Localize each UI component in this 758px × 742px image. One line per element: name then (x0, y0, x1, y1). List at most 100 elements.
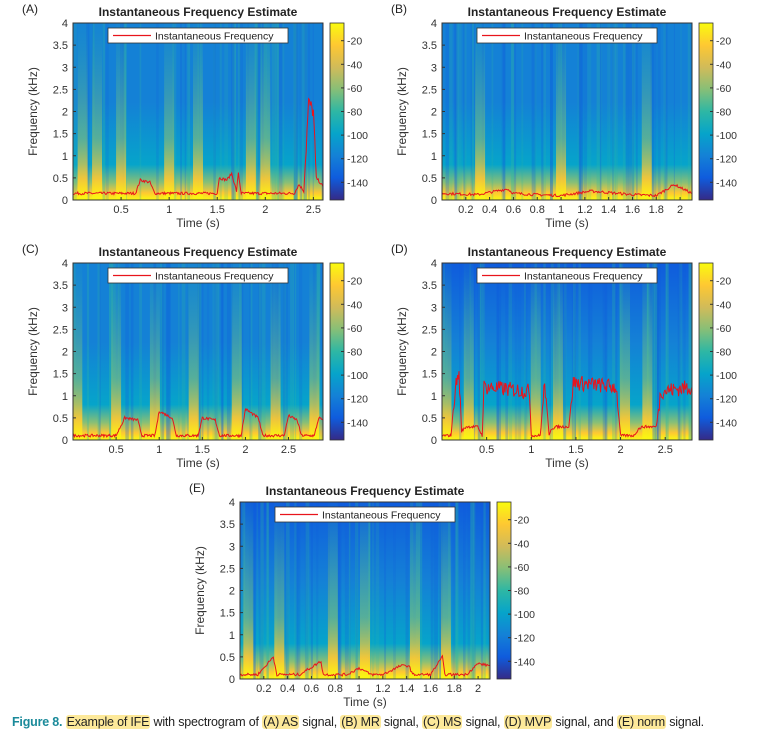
spectrogram-streak (459, 263, 462, 440)
y-tick-label: 0 (229, 674, 235, 686)
colorbar-tick-label: -80 (716, 107, 731, 119)
spectrogram-streak (578, 23, 581, 200)
spectrogram-streak (294, 23, 298, 200)
spectrogram-streak (650, 23, 654, 200)
colorbar-tick-label: -120 (347, 394, 368, 406)
bright-band (442, 263, 452, 440)
x-tick-label: 1.8 (649, 204, 664, 216)
spectrogram-chart: Instantaneous Frequency Estimate 0 0.5 1 1.5… (395, 245, 737, 470)
bright-band (149, 263, 160, 440)
x-tick-label: 1 (356, 683, 362, 695)
spectrogram-streak (348, 502, 351, 679)
y-tick-label: 0.5 (422, 413, 437, 425)
spectrogram-streak (102, 23, 106, 200)
y-tick-label: 3.5 (53, 40, 68, 52)
spectrogram-streak (260, 502, 264, 679)
spectrogram-streak (256, 23, 259, 200)
spectrogram-streak (471, 23, 474, 200)
spectrogram-streak (550, 263, 554, 440)
spectrogram-chart: Instantaneous Frequency Estimate 0 0.5 1 1.5… (26, 245, 368, 470)
spectrogram-streak (665, 263, 668, 440)
spectrogram-streak (514, 263, 518, 440)
chart-title: Instantaneous Frequency Estimate (99, 245, 298, 259)
spectrogram-streak (654, 263, 659, 440)
spectrogram-streak (320, 263, 323, 440)
spectrogram-streak (632, 23, 634, 200)
x-tick-label: 0.4 (280, 683, 295, 695)
spectrogram-streak (683, 263, 686, 440)
spectrogram-streak (607, 23, 609, 200)
spectrogram-streak (612, 23, 614, 200)
spectrogram-streak (587, 263, 590, 440)
spectrogram-streak (262, 263, 266, 440)
spectrogram-streak (578, 23, 583, 200)
y-tick-label: 3 (229, 541, 235, 553)
x-tick-label: 1 (156, 444, 162, 456)
spectrogram-streak (438, 502, 442, 679)
spectrogram-streak (337, 502, 342, 679)
bright-band (410, 502, 420, 679)
y-tick-label: 1.5 (422, 369, 437, 381)
y-tick-label: 3 (62, 62, 68, 74)
spectrogram-streak (579, 23, 584, 200)
spectrogram-streak (197, 263, 201, 440)
spectrogram-streak (130, 263, 134, 440)
y-tick-label: 4 (229, 497, 235, 509)
x-tick-label: 0.6 (304, 683, 319, 695)
spectrogram-streak (687, 23, 691, 200)
spectrogram-streak (232, 23, 236, 200)
y-tick-label: 3.5 (53, 280, 68, 292)
spectrogram-streak (563, 263, 567, 440)
y-tick-label: 2.5 (422, 324, 437, 336)
y-tick-label: 0 (431, 435, 437, 447)
spectrogram-streak (614, 23, 618, 200)
spectrogram-streak (472, 502, 474, 679)
spectrogram-streak (604, 263, 608, 440)
colorbar-tick-label: -140 (716, 177, 737, 189)
spectrogram-streak (503, 23, 505, 200)
y-tick-label: 1.5 (220, 608, 235, 620)
panel-a: (A) Instantaneous Frequency Estimate 0 0.5 1… (0, 0, 370, 240)
spectrogram-streak (393, 502, 396, 679)
chart-title: Instantaneous Frequency Estimate (99, 5, 298, 19)
spectrogram-streak (653, 263, 658, 440)
y-tick-label: 1.5 (53, 129, 68, 141)
spectrogram-streak (161, 263, 164, 440)
spectrogram-streak (453, 23, 457, 200)
spectrogram-streak (562, 263, 566, 440)
spectrogram-streak (286, 263, 288, 440)
colorbar-tick-label: -40 (347, 59, 362, 71)
y-tick-label: 0 (62, 195, 68, 207)
y-tick-label: 2 (62, 107, 68, 119)
colorbar-tick-label: -80 (514, 586, 529, 598)
y-axis-label: Frequency (kHz) (26, 307, 40, 396)
spectrogram-streak (587, 23, 592, 200)
spectrogram-streak (434, 502, 438, 679)
y-tick-label: 2 (62, 347, 68, 359)
spectrogram-streak (156, 23, 159, 200)
spectrogram-streak (663, 23, 667, 200)
spectrogram-streak (199, 263, 202, 440)
spectrogram-streak (430, 502, 434, 679)
legend-label: Instantaneous Frequency (524, 271, 643, 283)
spectrogram-streak (467, 502, 471, 679)
spectrogram-texture (240, 502, 490, 679)
spectrogram-streak (384, 502, 387, 679)
y-tick-label: 3.5 (422, 280, 437, 292)
y-tick-label: 1.5 (422, 129, 437, 141)
spectrogram-streak (277, 23, 279, 200)
x-tick-label: 2 (242, 444, 248, 456)
colorbar-tick-label: -60 (347, 83, 362, 95)
spectrogram-streak (344, 502, 349, 679)
spectrogram-streak (483, 502, 486, 679)
spectrogram-streak (571, 263, 574, 440)
y-tick-label: 2 (431, 347, 437, 359)
spectrogram-streak (511, 23, 515, 200)
spectrogram-streak (294, 263, 297, 440)
colorbar-tick-label: -40 (514, 538, 529, 550)
spectrogram-streak (266, 502, 269, 679)
x-tick-label: 1.5 (210, 204, 225, 216)
spectrogram-streak (97, 263, 101, 440)
x-tick-label: 1.4 (399, 683, 414, 695)
spectrogram-streak (255, 23, 258, 200)
